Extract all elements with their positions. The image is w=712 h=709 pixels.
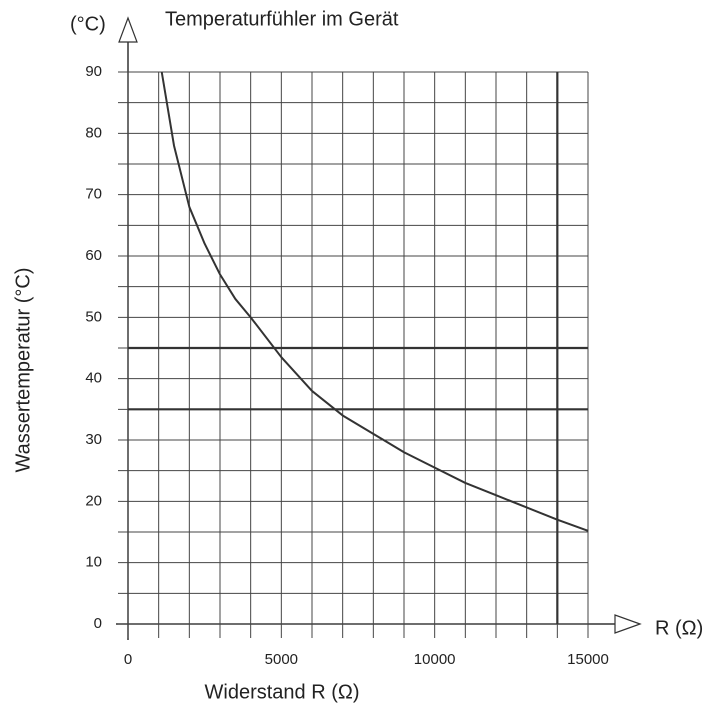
curve: [160, 71, 589, 532]
y-tick-label: 20: [85, 492, 102, 509]
y-unit-label: (°C): [70, 13, 106, 35]
x-tick-label: 15000: [567, 651, 609, 668]
y-tick-label: 30: [85, 431, 102, 448]
y-tick-label: 10: [85, 554, 102, 571]
y-tick-label: 50: [85, 308, 102, 325]
y-tick-label: 80: [85, 124, 102, 141]
y-tick-label: 40: [85, 370, 102, 387]
chart-title: Temperaturfühler im Gerät: [165, 8, 399, 30]
y-axis-label: Wassertemperatur (°C): [12, 267, 34, 472]
x-tick-label: 10000: [414, 651, 456, 668]
x-axis-arrow: [614, 614, 642, 634]
x-tick-label: 5000: [265, 651, 298, 668]
x-axis-label: Widerstand R (Ω): [205, 681, 360, 703]
y-tick-label: 0: [94, 615, 102, 632]
y-axis-arrow: [118, 16, 138, 43]
x-unit-label: R (Ω): [655, 617, 703, 639]
y-tick-label: 70: [85, 186, 102, 203]
x-tick-label: 0: [124, 651, 132, 668]
y-tick-label: 60: [85, 247, 102, 264]
y-tick-label: 90: [85, 63, 102, 80]
